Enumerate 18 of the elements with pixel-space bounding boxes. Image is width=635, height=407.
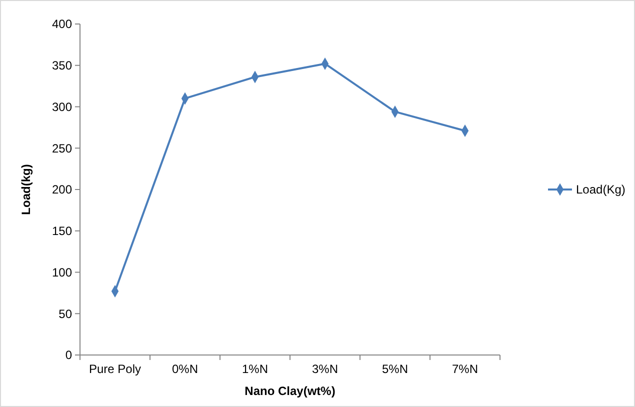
- y-tick-label: 0: [65, 348, 72, 362]
- y-tick-label: 300: [52, 100, 72, 114]
- y-axis-title: Load(kg): [19, 164, 33, 215]
- x-axis-title: Nano Clay(wt%): [244, 384, 336, 398]
- x-tick-label: Pure Poly: [88, 362, 142, 376]
- x-tick-label: 1%N: [242, 362, 268, 376]
- y-tick-label: 50: [58, 306, 72, 321]
- y-tick-label: 400: [52, 17, 72, 32]
- y-tick-label: 350: [52, 58, 72, 73]
- y-tick-label: 250: [52, 141, 72, 156]
- y-tick-label: 200: [52, 182, 72, 197]
- x-tick-label: 0%N: [172, 362, 198, 376]
- y-tick-label: 150: [52, 224, 72, 238]
- x-tick-label: 3%N: [312, 362, 338, 376]
- x-tick-label: 7%N: [452, 362, 478, 376]
- y-tick-label: 100: [52, 265, 72, 280]
- legend-label: Load(Kg): [576, 182, 626, 197]
- x-tick-label: 5%N: [382, 362, 408, 376]
